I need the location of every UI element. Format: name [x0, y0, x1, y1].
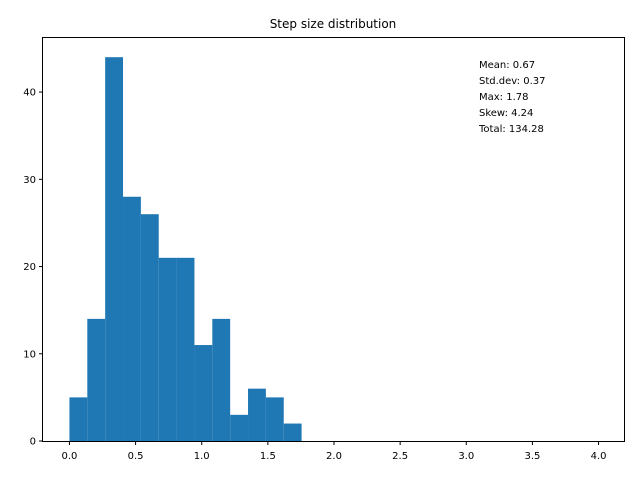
histogram-bar	[123, 196, 141, 441]
y-tick-label: 40	[23, 88, 36, 99]
histogram-bars	[69, 57, 302, 441]
histogram-bar	[265, 397, 284, 441]
histogram-bar	[158, 257, 177, 441]
x-tick-label: 2.5	[392, 451, 408, 462]
histogram-bar	[248, 388, 266, 441]
x-tick-label: 3.0	[458, 451, 474, 462]
x-axis-ticks: 0.0 0.5 1.0 1.5 2.0 2.5 3.0 3.5 4.0	[62, 441, 607, 462]
x-tick-label: 1.0	[194, 451, 210, 462]
stat-skew: Skew: 4.24	[479, 108, 533, 119]
stats-annotation: Mean: 0.67 Std.dev: 0.37 Max: 1.78 Skew:…	[478, 60, 545, 135]
histogram-bar	[230, 414, 249, 441]
stat-mean: Mean: 0.67	[479, 60, 535, 71]
y-tick-label: 20	[23, 262, 36, 273]
x-tick-label: 2.0	[326, 451, 342, 462]
x-tick-label: 3.5	[524, 451, 540, 462]
histogram-bar	[105, 57, 124, 441]
histogram-bar	[176, 257, 195, 441]
histogram-bar	[140, 214, 159, 441]
chart-title: Step size distribution	[270, 17, 397, 31]
stat-stddev: Std.dev: 0.37	[479, 76, 545, 87]
x-tick-label: 1.5	[260, 451, 276, 462]
y-tick-label: 30	[23, 175, 36, 186]
histogram-bar	[194, 345, 213, 441]
histogram-bar	[87, 318, 106, 441]
y-tick-label: 0	[30, 437, 36, 448]
x-tick-label: 0.0	[62, 451, 78, 462]
y-axis-ticks: 0 10 20 30 40	[23, 88, 43, 448]
y-tick-label: 10	[23, 349, 36, 360]
x-tick-label: 0.5	[128, 451, 144, 462]
x-tick-label: 4.0	[591, 451, 607, 462]
histogram-bar	[69, 397, 88, 441]
plot-frame	[42, 37, 625, 442]
histogram-bar	[283, 423, 302, 441]
stat-total: Total: 134.28	[478, 124, 544, 135]
stat-max: Max: 1.78	[479, 92, 529, 103]
histogram-bar	[212, 318, 231, 441]
